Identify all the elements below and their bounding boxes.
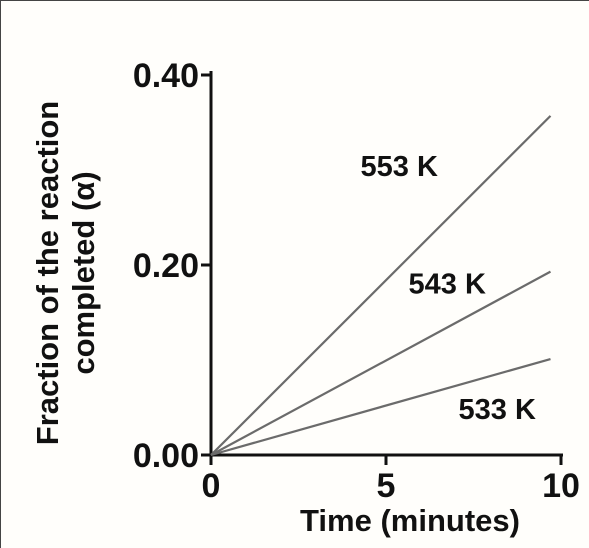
- x-tick-label: 0: [202, 467, 221, 505]
- y-axis-title-line-2: completed (α): [66, 171, 101, 374]
- y-tick-label: 0.20: [133, 247, 199, 285]
- x-tick-label: 10: [542, 467, 580, 505]
- series-label: 543 K: [409, 269, 486, 301]
- series-line: [210, 270, 552, 456]
- series-label: 533 K: [459, 394, 536, 426]
- y-tick-label: 0.40: [133, 57, 199, 95]
- series-line: [210, 115, 552, 456]
- x-axis-title: Time (minutes): [300, 503, 520, 538]
- y-axis-title: Fraction of the reaction completed (α): [30, 101, 101, 445]
- y-axis-title-line-1: Fraction of the reaction: [30, 101, 65, 445]
- plot-area: 0.00 0.20 0.40 0 5 10 553 K 543 K 533 K: [133, 57, 580, 505]
- series-line: [210, 357, 551, 457]
- series-label: 553 K: [361, 151, 438, 183]
- y-tick-label: 0.00: [133, 437, 199, 475]
- x-tick-label: 5: [377, 467, 396, 505]
